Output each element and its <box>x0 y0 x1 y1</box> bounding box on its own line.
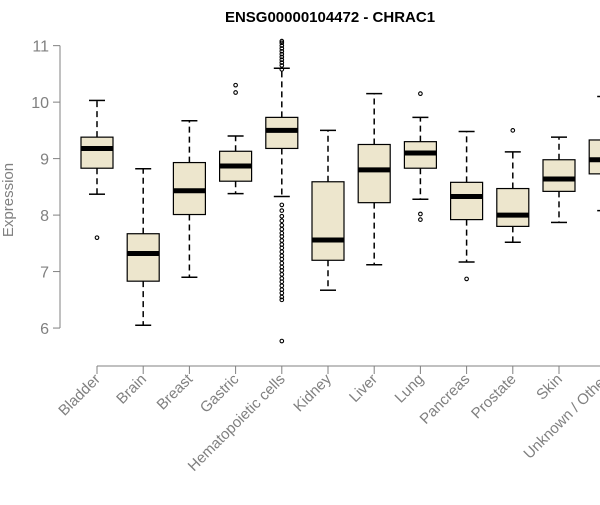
x-tick-label: Prostate <box>468 371 520 423</box>
outlier-point <box>279 283 285 289</box>
outlier-point <box>418 91 423 97</box>
boxes-group <box>80 38 600 344</box>
outlier-point <box>510 128 516 133</box>
outlier-point <box>279 222 285 228</box>
x-tick-label: Liver <box>346 371 381 406</box>
outlier-point <box>279 290 285 296</box>
x-tick-label: Kidney <box>290 370 335 415</box>
outlier-point <box>94 235 100 241</box>
outlier-point <box>279 249 285 255</box>
box-iqr <box>588 139 600 175</box>
outlier-point <box>233 90 238 95</box>
outlier-point <box>279 46 285 51</box>
outlier-point <box>464 276 469 282</box>
box-iqr <box>357 143 391 204</box>
outlier-point <box>279 43 285 48</box>
outlier-point <box>279 338 285 344</box>
box-iqr <box>496 187 530 227</box>
outlier-point <box>418 211 423 217</box>
y-axis-label: Expression <box>0 163 17 237</box>
x-tick-label: Skin <box>533 371 566 404</box>
y-tick-label: 8 <box>40 208 49 225</box>
outlier-point <box>279 48 285 54</box>
box-iqr <box>311 181 345 261</box>
outlier-point <box>279 218 285 224</box>
box-5 <box>311 129 345 291</box>
outlier-point <box>279 260 285 266</box>
y-tick-label: 7 <box>40 265 49 282</box>
x-tick-label: Breast <box>154 370 197 413</box>
x-tick-label: Pancreas <box>417 371 474 428</box>
outlier-point <box>279 272 285 277</box>
outlier-point <box>279 279 285 285</box>
outlier-point <box>279 208 285 213</box>
x-tick-label: Lung <box>392 371 428 407</box>
x-tick-label: Brain <box>113 371 150 408</box>
outlier-point <box>279 268 285 273</box>
box-iqr <box>80 136 114 169</box>
y-tick-label: 9 <box>40 152 49 169</box>
outlier-point <box>279 51 285 57</box>
box-iqr <box>450 181 484 221</box>
outlier-point <box>279 60 285 65</box>
box-8 <box>450 130 484 282</box>
outlier-point <box>279 226 285 232</box>
y-tick-label: 6 <box>40 321 49 338</box>
outlier-point <box>279 245 285 251</box>
y-tick-label: 10 <box>31 95 49 112</box>
box-iqr <box>542 159 576 192</box>
outlier-point <box>233 82 238 88</box>
box-6 <box>357 92 391 266</box>
box-0 <box>80 99 114 241</box>
box-4 <box>265 38 299 344</box>
chart-title: ENSG00000104472 - CHRAC1 <box>225 9 435 26</box>
outlier-point <box>279 297 285 303</box>
box-11 <box>588 95 600 212</box>
outlier-point <box>279 294 285 300</box>
box-9 <box>496 128 530 243</box>
x-tick-label: Bladder <box>55 371 104 420</box>
outlier-point <box>279 38 285 44</box>
outlier-point <box>279 213 285 219</box>
y-tick-label: 11 <box>32 39 49 56</box>
outlier-point <box>279 54 285 60</box>
outlier-point <box>279 67 285 72</box>
box-iqr <box>126 233 160 282</box>
box-2 <box>172 120 206 278</box>
outlier-point <box>279 256 285 262</box>
box-10 <box>542 136 576 224</box>
outlier-point <box>279 234 285 239</box>
outlier-point <box>279 40 285 46</box>
outlier-point <box>279 202 285 208</box>
box-1 <box>126 168 160 326</box>
box-7 <box>403 91 437 222</box>
x-tick-label: Gastric <box>197 370 243 416</box>
outlier-point <box>279 238 285 243</box>
box-iqr <box>265 116 299 150</box>
outlier-point <box>279 57 285 63</box>
outlier-point <box>418 217 423 222</box>
y-axis: 6 7 8 9 10 11 <box>31 39 61 338</box>
box-3 <box>219 82 253 195</box>
